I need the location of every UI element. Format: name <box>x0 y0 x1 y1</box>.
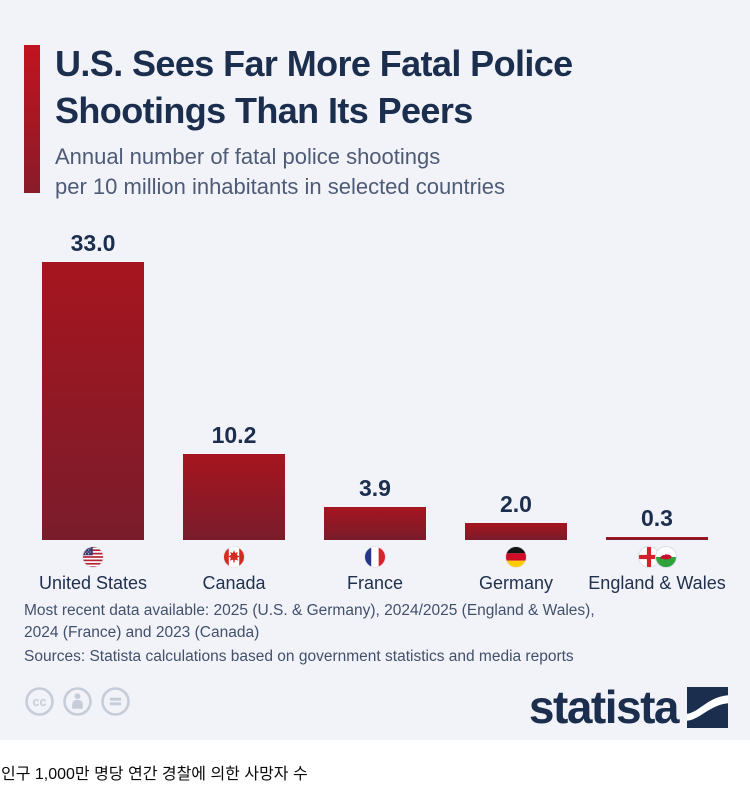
country-label: Canada <box>202 573 266 593</box>
license-icons: cc <box>24 686 131 717</box>
bar <box>465 523 567 540</box>
chart-column: 10.2 Canada <box>183 224 285 594</box>
cc-icon: cc <box>24 686 55 717</box>
bar <box>606 537 708 540</box>
wales-flag-icon <box>654 546 677 568</box>
bar <box>324 507 426 540</box>
bar <box>42 262 144 540</box>
bar-stack: 3.9 <box>324 224 426 540</box>
france-flag-icon <box>364 546 386 568</box>
flag-row <box>364 546 386 568</box>
country-label: Germany <box>478 573 554 593</box>
flag-row <box>637 546 677 568</box>
bar-chart: 33.0 United States 10.2 <box>0 224 750 594</box>
chart-column: 2.0 Germany <box>465 224 567 594</box>
bar-value-label: 10.2 <box>211 422 257 448</box>
bar-value-label: 3.9 <box>359 475 391 501</box>
bar-stack: 0.3 <box>606 224 708 540</box>
bar-stack: 33.0 <box>42 224 144 540</box>
chart-column: 0.3 England & Wales <box>588 224 725 594</box>
bar-stack: 2.0 <box>465 224 567 540</box>
germany-flag-icon <box>505 546 527 568</box>
flag-row <box>82 546 104 568</box>
canada-flag-icon <box>223 546 245 568</box>
statista-logo-icon <box>687 686 728 728</box>
svg-text:cc: cc <box>33 695 47 709</box>
chart-column: 3.9 France <box>324 224 426 594</box>
bar <box>183 454 285 540</box>
chart-title: U.S. Sees Far More Fatal Police Shooting… <box>55 43 573 131</box>
statista-logo: statista <box>528 681 728 733</box>
chart-column: 33.0 United States <box>38 224 148 594</box>
country-label: United States <box>38 573 148 593</box>
title-accent-bar <box>24 45 40 193</box>
flag-row <box>505 546 527 568</box>
korean-caption: 인구 1,000만 명당 연간 경찰에 의한 사망자 수 <box>1 766 308 783</box>
no-derivatives-icon <box>100 686 131 717</box>
flag-row <box>223 546 245 568</box>
sources-note: Sources: Statista calculations based on … <box>24 648 574 665</box>
statista-wordmark: statista <box>528 681 680 733</box>
bar-value-label: 2.0 <box>500 491 532 517</box>
bar-stack: 10.2 <box>183 224 285 540</box>
data-recency-note: Most recent data available: 2025 (U.S. &… <box>24 602 595 641</box>
bar-value-label: 33.0 <box>70 230 116 256</box>
us-flag-icon <box>82 546 104 568</box>
attribution-icon <box>62 686 93 717</box>
country-label: England & Wales <box>588 573 726 593</box>
country-label: France <box>346 573 404 593</box>
bar-value-label: 0.3 <box>641 505 673 531</box>
chart-subtitle: Annual number of fatal police shootings … <box>55 144 506 199</box>
